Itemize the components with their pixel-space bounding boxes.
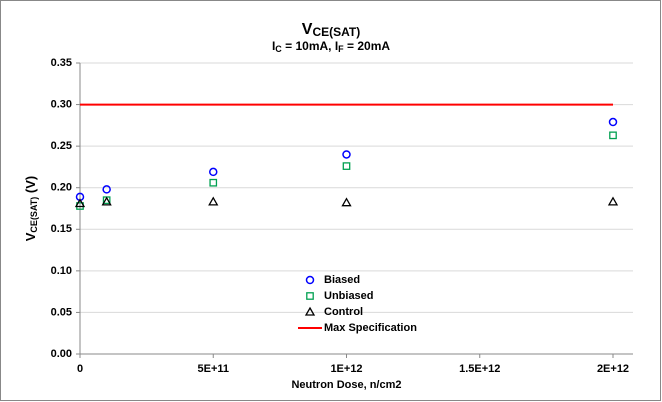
legend-marker <box>306 292 314 300</box>
y-tick-label: 0.15 <box>51 223 72 235</box>
chart-subtitle-part: = 10mA, I <box>282 39 338 53</box>
point <box>341 197 352 207</box>
legend-marker <box>304 306 316 316</box>
point <box>74 198 86 208</box>
y-axis-label-part: V <box>23 232 38 241</box>
chart-subtitle-part: I <box>272 39 275 53</box>
point <box>609 131 617 140</box>
legend-marker <box>305 275 315 285</box>
y-tick-label: 0.30 <box>51 98 72 110</box>
point <box>342 150 351 159</box>
y-tick-label: 0.00 <box>51 348 72 360</box>
point <box>208 196 219 206</box>
point <box>209 167 218 177</box>
legend-label: Biased <box>324 274 360 286</box>
chart-subtitle-sub: C <box>275 44 282 54</box>
chart-title-part: V <box>302 21 313 38</box>
x-tick-label: 1E+12 <box>330 363 362 375</box>
x-axis-label: Neutron Dose, n/cm2 <box>291 379 401 391</box>
y-tick-label: 0.25 <box>51 140 72 152</box>
y-tick-label: 0.20 <box>51 182 72 194</box>
y-tick-label: 0.10 <box>51 265 72 277</box>
legend-label: Max Specification <box>324 322 417 334</box>
y-axis-label: VCE(SAT) (V) <box>23 176 38 241</box>
chart-title-sub: CE(SAT) <box>312 25 360 39</box>
y-axis-label-part: (V) <box>23 176 38 197</box>
x-tick-label: 1.5E+12 <box>459 363 500 375</box>
point <box>342 162 351 170</box>
chart-title: VCE(SAT) <box>302 21 360 39</box>
x-tick-label: 2E+12 <box>597 363 629 375</box>
point <box>102 185 111 194</box>
point <box>607 196 619 206</box>
point <box>608 117 618 127</box>
x-tick-label: 0 <box>77 363 83 375</box>
point <box>101 196 112 206</box>
y-axis-label-sub: CE(SAT) <box>29 197 39 233</box>
legend-label: Unbiased <box>324 290 374 302</box>
point <box>209 178 218 187</box>
legend-label: Control <box>324 306 363 318</box>
y-tick-label: 0.35 <box>51 57 72 69</box>
y-tick-label: 0.05 <box>51 306 72 318</box>
x-tick-label: 5E+11 <box>197 363 229 375</box>
chart-subtitle: IC = 10mA, IF = 20mA <box>272 39 390 53</box>
chart-subtitle-part: = 20mA <box>344 39 391 53</box>
chart-subtitle-sub: F <box>338 44 344 54</box>
